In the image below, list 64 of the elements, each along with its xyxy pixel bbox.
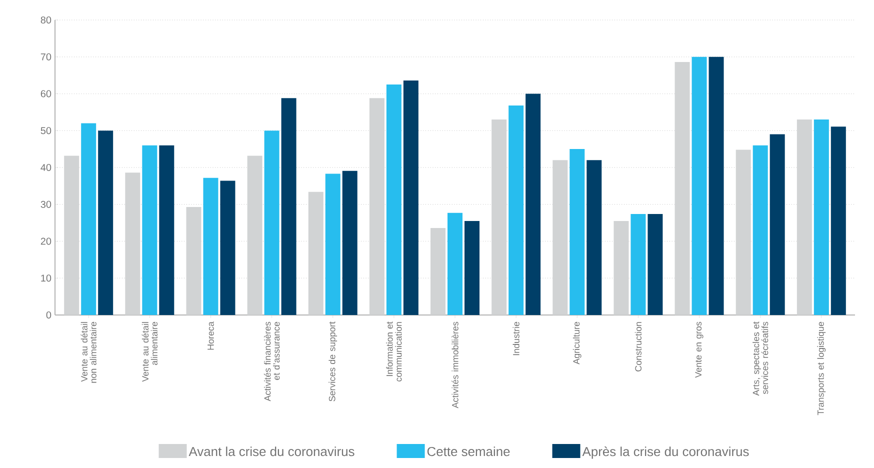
bar xyxy=(81,123,96,315)
bar xyxy=(692,56,707,315)
bar xyxy=(526,94,541,315)
bar xyxy=(492,120,507,315)
bar xyxy=(264,130,280,315)
x-tick-label: Horeca xyxy=(208,322,214,350)
bar xyxy=(708,56,724,315)
x-tick-label: Vente au détail alimentaire xyxy=(142,322,158,382)
bar xyxy=(325,174,340,315)
bar xyxy=(796,120,812,315)
bar xyxy=(98,130,114,315)
bar xyxy=(247,156,262,315)
bar xyxy=(752,145,768,315)
bar xyxy=(586,160,602,315)
y-tick-label: 60 xyxy=(40,90,52,98)
y-tick-label: 70 xyxy=(40,53,52,60)
x-tick-label: Agriculture xyxy=(572,322,582,364)
bar xyxy=(736,150,751,315)
bar xyxy=(674,62,690,315)
legend-label: Avant la crise du coronavirus xyxy=(188,446,354,456)
x-tick-label: Industrie xyxy=(512,322,520,356)
x-tick-label: Services de support xyxy=(328,322,338,402)
bar xyxy=(369,98,384,315)
x-tick-label: Transports et logistique xyxy=(817,322,826,416)
bar xyxy=(281,98,296,315)
legend-label: Après la crise du coronavirus xyxy=(582,446,749,459)
x-tick-label: Activités immobilières xyxy=(452,322,458,408)
bar xyxy=(186,206,202,315)
bar xyxy=(142,145,158,315)
bar xyxy=(159,145,174,315)
bar xyxy=(386,84,402,315)
bar xyxy=(403,80,418,315)
bar xyxy=(508,106,524,315)
y-tick-label: 10 xyxy=(41,274,52,282)
bar xyxy=(648,214,663,315)
bar xyxy=(220,180,236,315)
bar xyxy=(814,120,829,315)
bar xyxy=(630,214,646,315)
bar xyxy=(464,220,480,315)
x-tick-label: Arts, spectacles et services récréatifs xyxy=(752,322,768,396)
y-tick-label: 50 xyxy=(40,127,52,134)
x-tick-label: Activités financières et d’assurance xyxy=(264,322,280,402)
bar xyxy=(430,228,446,315)
bar xyxy=(448,212,463,315)
bar xyxy=(614,220,629,315)
y-tick-label: 20 xyxy=(40,238,52,245)
bar xyxy=(830,126,846,315)
x-tick-label: Construction xyxy=(634,322,642,372)
y-tick-label: 0 xyxy=(46,311,52,319)
bar xyxy=(308,192,324,315)
bar xyxy=(64,156,80,315)
x-tick-label: Information et communication xyxy=(386,322,402,382)
y-tick-label: 40 xyxy=(40,164,52,172)
bar xyxy=(125,172,140,315)
y-tick-label: 30 xyxy=(40,200,52,208)
x-tick-label: Vente en gros xyxy=(695,322,704,378)
bar xyxy=(770,134,785,315)
bar xyxy=(552,160,568,315)
y-tick-label: 80 xyxy=(40,16,52,24)
x-tick-label: Vente au détail non alimentaire xyxy=(80,322,96,383)
bar xyxy=(570,149,585,315)
bar xyxy=(203,178,218,315)
bar xyxy=(342,170,358,315)
legend-label: Cette semaine xyxy=(427,446,510,456)
